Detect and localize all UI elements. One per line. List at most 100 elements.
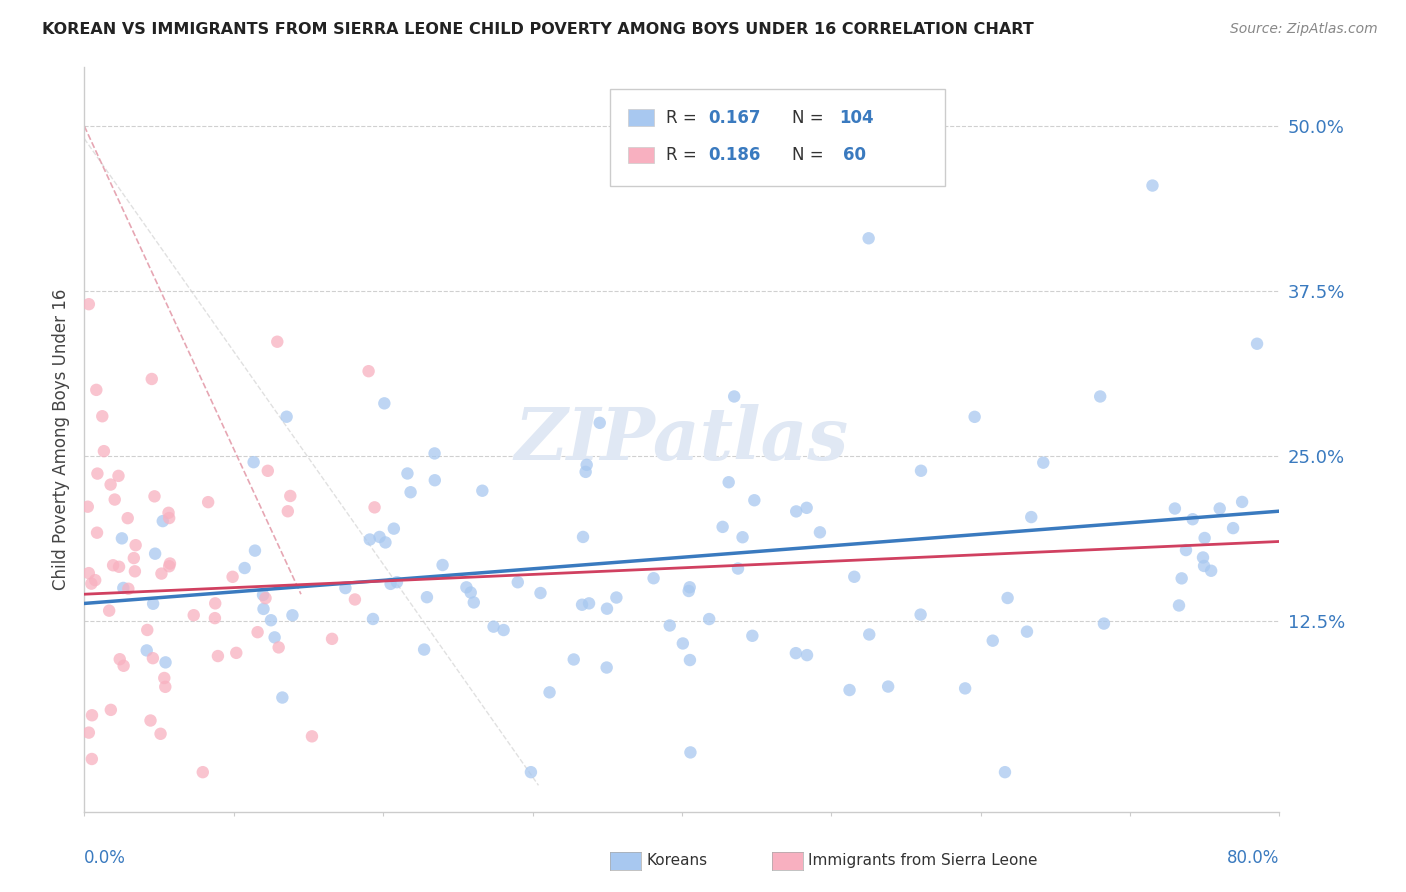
Point bbox=[76, 500, 98, 514]
Point bbox=[80, 576, 103, 591]
Point bbox=[727, 561, 749, 575]
Point bbox=[267, 640, 290, 655]
Point bbox=[838, 683, 860, 698]
Point bbox=[679, 580, 702, 594]
Point bbox=[416, 591, 439, 605]
Point bbox=[423, 473, 446, 487]
Point bbox=[191, 765, 214, 780]
Point bbox=[571, 598, 593, 612]
Point bbox=[136, 623, 159, 637]
Point bbox=[575, 458, 598, 472]
Point bbox=[910, 464, 932, 478]
Point bbox=[678, 584, 700, 599]
Point bbox=[122, 551, 145, 566]
Point bbox=[717, 475, 740, 490]
Point bbox=[538, 685, 561, 699]
Point bbox=[98, 604, 121, 618]
Point bbox=[858, 231, 880, 245]
Point bbox=[271, 690, 294, 705]
Point bbox=[207, 648, 229, 663]
Point bbox=[858, 627, 880, 641]
Point bbox=[672, 636, 695, 650]
Point bbox=[93, 444, 115, 458]
Point bbox=[86, 383, 108, 397]
Point bbox=[260, 613, 283, 627]
Point bbox=[84, 573, 107, 587]
Point bbox=[981, 633, 1004, 648]
Point bbox=[112, 581, 135, 595]
Point bbox=[77, 566, 100, 581]
Point bbox=[953, 681, 976, 696]
FancyBboxPatch shape bbox=[628, 110, 654, 126]
Point bbox=[157, 506, 180, 520]
Text: Immigrants from Sierra Leone: Immigrants from Sierra Leone bbox=[808, 854, 1038, 868]
Point bbox=[578, 596, 600, 610]
Point bbox=[221, 570, 243, 584]
Text: KOREAN VS IMMIGRANTS FROM SIERRA LEONE CHILD POVERTY AMONG BOYS UNDER 16 CORRELA: KOREAN VS IMMIGRANTS FROM SIERRA LEONE C… bbox=[42, 22, 1033, 37]
Point bbox=[252, 588, 274, 602]
Point bbox=[104, 492, 127, 507]
Point bbox=[80, 708, 103, 723]
Point bbox=[785, 504, 807, 518]
Text: ZIPatlas: ZIPatlas bbox=[515, 404, 849, 475]
Text: R =: R = bbox=[666, 145, 703, 164]
Point bbox=[153, 671, 176, 685]
Point bbox=[460, 585, 482, 599]
Point bbox=[432, 558, 454, 572]
Point bbox=[529, 586, 551, 600]
Point bbox=[142, 651, 165, 665]
Point bbox=[1170, 571, 1192, 585]
Point bbox=[91, 409, 114, 424]
Point bbox=[877, 680, 900, 694]
Point bbox=[506, 575, 529, 590]
Text: Koreans: Koreans bbox=[647, 854, 707, 868]
Point bbox=[124, 538, 146, 552]
Point bbox=[1015, 624, 1038, 639]
Text: N =: N = bbox=[792, 145, 828, 164]
FancyBboxPatch shape bbox=[610, 89, 945, 186]
Point bbox=[157, 559, 180, 574]
Point bbox=[744, 493, 766, 508]
Point bbox=[575, 465, 598, 479]
Point bbox=[233, 561, 256, 575]
Text: 0.0%: 0.0% bbox=[84, 848, 127, 867]
Point bbox=[141, 372, 163, 386]
Point bbox=[1090, 389, 1112, 403]
Point bbox=[363, 500, 385, 515]
Point bbox=[456, 580, 478, 594]
Point bbox=[77, 297, 100, 311]
Point bbox=[343, 592, 366, 607]
Point bbox=[385, 575, 408, 590]
Point bbox=[107, 468, 129, 483]
Point bbox=[150, 566, 173, 581]
Point bbox=[1142, 178, 1164, 193]
Point bbox=[111, 532, 134, 546]
Point bbox=[808, 525, 831, 540]
FancyBboxPatch shape bbox=[628, 146, 654, 163]
Point bbox=[100, 703, 122, 717]
Point bbox=[1032, 456, 1054, 470]
Text: 104: 104 bbox=[839, 109, 875, 127]
Point bbox=[844, 570, 866, 584]
Point bbox=[1246, 336, 1268, 351]
Point bbox=[413, 642, 436, 657]
Text: Source: ZipAtlas.com: Source: ZipAtlas.com bbox=[1230, 22, 1378, 37]
Point bbox=[910, 607, 932, 622]
Point bbox=[679, 653, 702, 667]
Point bbox=[266, 334, 288, 349]
Point bbox=[204, 596, 226, 610]
Point bbox=[1192, 550, 1215, 565]
Point bbox=[321, 632, 343, 646]
Point bbox=[520, 765, 543, 780]
Point bbox=[225, 646, 247, 660]
Point bbox=[112, 658, 135, 673]
Point bbox=[396, 467, 419, 481]
Point bbox=[482, 620, 505, 634]
Point bbox=[785, 646, 807, 660]
Point bbox=[155, 656, 177, 670]
Point bbox=[335, 581, 357, 595]
Point bbox=[492, 623, 515, 637]
Point bbox=[1194, 531, 1216, 545]
Text: 0.167: 0.167 bbox=[709, 109, 761, 127]
Point bbox=[572, 530, 595, 544]
